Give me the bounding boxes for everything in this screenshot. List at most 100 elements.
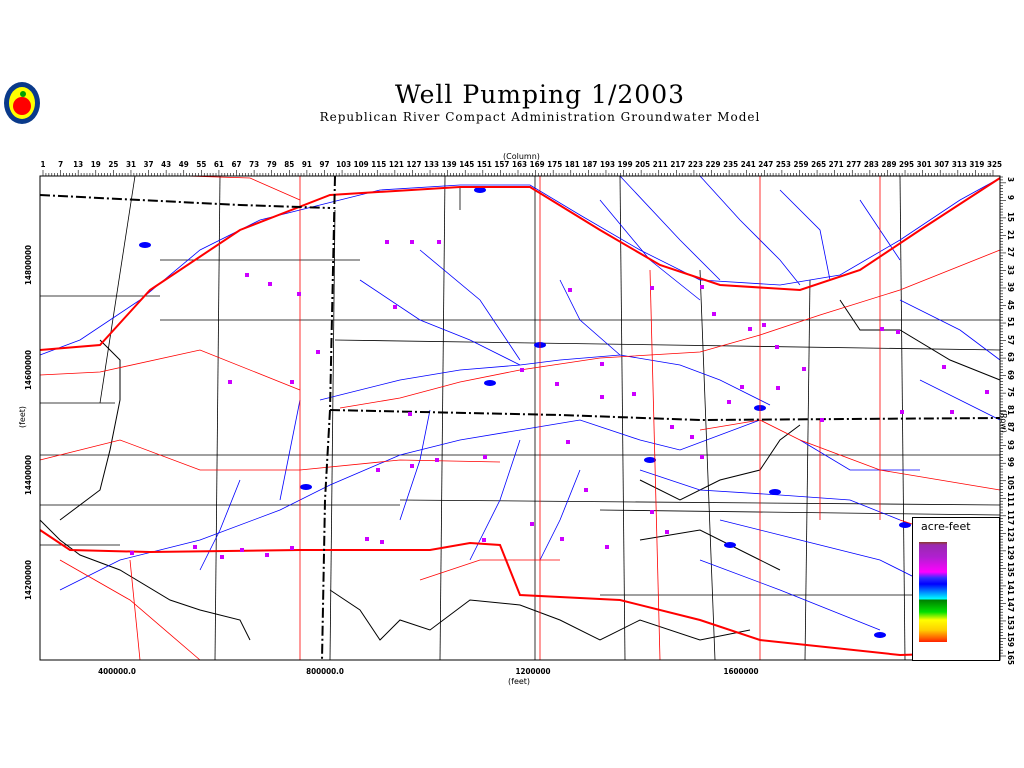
- river: [779, 189, 831, 281]
- reservoir: [724, 542, 736, 548]
- column-tick-label: 229: [705, 160, 721, 169]
- column-tick-label: 271: [828, 160, 844, 169]
- column-tick-label: 319: [969, 160, 985, 169]
- pumping-cell: [727, 400, 731, 404]
- road: [339, 249, 1001, 409]
- pumping-cell: [650, 510, 654, 514]
- column-tick-label: 325: [987, 160, 1003, 169]
- pumping-cell: [740, 385, 744, 389]
- column-tick-label: 127: [406, 160, 422, 169]
- northing-tick-label: 14600000: [24, 349, 33, 390]
- road: [39, 529, 1001, 657]
- pumping-cell: [435, 458, 439, 462]
- row-tick-label: 147: [1006, 597, 1015, 613]
- column-tick-label: 133: [424, 160, 440, 169]
- row-tick-label: 45: [1006, 299, 1015, 310]
- column-tick-label: 301: [916, 160, 932, 169]
- column-tick-label: 259: [793, 160, 809, 169]
- pumping-cell: [365, 537, 369, 541]
- column-tick-label: 85: [284, 160, 295, 169]
- column-tick-label: 187: [582, 160, 598, 169]
- northing-tick-label: 14800000: [24, 244, 33, 285]
- river: [279, 399, 301, 501]
- column-tick-label: 13: [73, 160, 84, 169]
- row-tick-label: 141: [1006, 579, 1015, 595]
- pumping-cell: [900, 410, 904, 414]
- pumping-cell: [385, 240, 389, 244]
- column-tick-label: 241: [740, 160, 756, 169]
- county-line: [329, 299, 1001, 641]
- state-boundary: [321, 175, 336, 661]
- pumping-cell: [950, 410, 954, 414]
- pumping-cell: [985, 390, 989, 394]
- pumping-cell: [700, 285, 704, 289]
- river: [699, 175, 801, 286]
- column-tick-label: 253: [775, 160, 791, 169]
- pumping-cell: [896, 330, 900, 334]
- row-tick-label: 63: [1006, 352, 1015, 363]
- map-subtitle: Republican River Compact Administration …: [319, 110, 761, 124]
- row-tick-label: 15: [1006, 212, 1015, 223]
- county-line: [439, 175, 446, 661]
- river: [619, 175, 721, 281]
- county-line: [99, 175, 136, 404]
- river: [559, 279, 621, 356]
- column-tick-label: 181: [564, 160, 580, 169]
- row-tick-label: 99: [1006, 457, 1015, 468]
- county-line: [699, 269, 716, 661]
- easting-tick-label: 400000.0: [98, 667, 136, 676]
- pumping-cell: [297, 292, 301, 296]
- road: [419, 559, 560, 581]
- column-tick-label: 217: [670, 160, 686, 169]
- column-tick-label: 19: [90, 160, 101, 169]
- easting-axis-label: (feet): [508, 677, 531, 686]
- reservoir: [139, 242, 151, 248]
- pumping-cell: [245, 273, 249, 277]
- axis-ticks: [42, 170, 1006, 657]
- road: [699, 419, 1001, 491]
- pumping-cell: [748, 327, 752, 331]
- pumping-cell: [316, 350, 320, 354]
- pumping-cell: [220, 555, 224, 559]
- pumping-cell: [130, 551, 134, 555]
- column-tick-label: 265: [811, 160, 827, 169]
- pumping-cell: [193, 545, 197, 549]
- state-boundaries: [39, 175, 1001, 661]
- column-tick-label: 211: [652, 160, 668, 169]
- column-tick-label: 289: [881, 160, 897, 169]
- row-tick-label: 159: [1006, 632, 1015, 648]
- pumping-cell: [380, 540, 384, 544]
- row-tick-label: 111: [1006, 492, 1015, 508]
- pumping-cell: [290, 546, 294, 550]
- river: [419, 249, 521, 361]
- column-tick-label: 175: [547, 160, 563, 169]
- logo: [2, 80, 42, 130]
- county-line: [214, 175, 221, 661]
- river: [359, 279, 521, 366]
- pumping-cell: [410, 464, 414, 468]
- pumping-cell: [560, 537, 564, 541]
- column-tick-label: 205: [635, 160, 651, 169]
- row-tick-label: 135: [1006, 562, 1015, 578]
- river: [319, 354, 771, 406]
- column-tick-label: 295: [899, 160, 915, 169]
- pumping-cell: [670, 425, 674, 429]
- column-tick-label: 145: [459, 160, 475, 169]
- county-line: [39, 339, 251, 641]
- river: [199, 479, 241, 571]
- column-tick-label: 7: [58, 160, 64, 169]
- column-tick-label: 91: [301, 160, 312, 169]
- map-frame: [39, 175, 1001, 661]
- county-line: [599, 509, 1001, 516]
- roads: [39, 175, 1001, 661]
- pumping-cell: [880, 327, 884, 331]
- pumping-cell: [483, 455, 487, 459]
- reservoir: [769, 489, 781, 495]
- row-tick-label: 129: [1006, 544, 1015, 560]
- column-tick-label: 49: [178, 160, 189, 169]
- easting-tick-label: 1600000: [723, 667, 759, 676]
- column-tick-label: 73: [249, 160, 260, 169]
- pumping-cell: [408, 412, 412, 416]
- column-tick-label: 1: [40, 160, 46, 169]
